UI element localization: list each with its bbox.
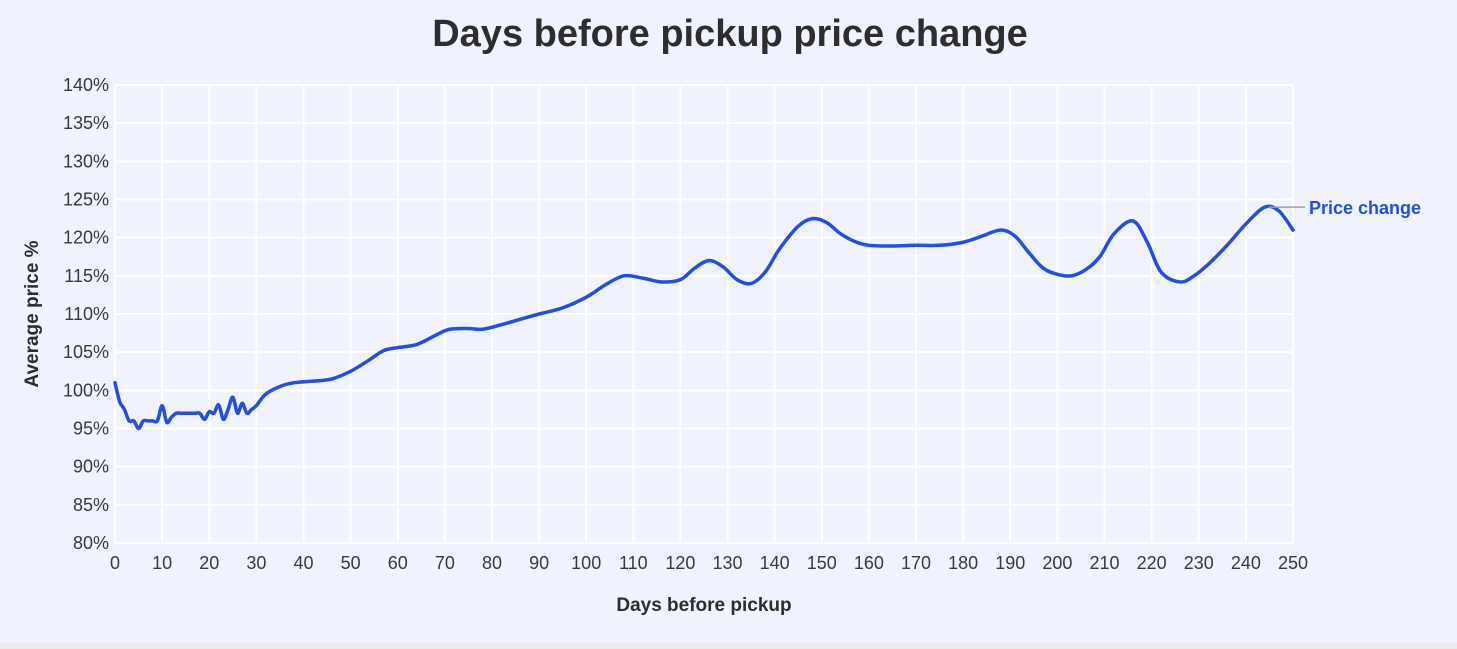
x-tick-label: 230 bbox=[1184, 553, 1214, 573]
x-tick-label: 40 bbox=[293, 553, 313, 573]
series-label: Price change bbox=[1309, 198, 1421, 218]
x-tick-label: 120 bbox=[665, 553, 695, 573]
chart-title: Days before pickup price change bbox=[432, 13, 1028, 55]
x-tick-label: 50 bbox=[341, 553, 361, 573]
y-tick-label: 80% bbox=[73, 533, 109, 553]
y-tick-label: 120% bbox=[63, 228, 109, 248]
x-tick-label: 220 bbox=[1137, 553, 1167, 573]
y-tick-label: 135% bbox=[63, 113, 109, 133]
y-tick-label: 130% bbox=[63, 151, 109, 171]
x-tick-label: 20 bbox=[199, 553, 219, 573]
x-tick-label: 10 bbox=[152, 553, 172, 573]
x-tick-label: 90 bbox=[529, 553, 549, 573]
y-tick-label: 85% bbox=[73, 495, 109, 515]
x-tick-label: 140 bbox=[760, 553, 790, 573]
y-tick-label: 95% bbox=[73, 419, 109, 439]
x-tick-label: 130 bbox=[713, 553, 743, 573]
x-tick-label: 60 bbox=[388, 553, 408, 573]
x-tick-label: 160 bbox=[854, 553, 884, 573]
y-axis-title: Average price % bbox=[22, 240, 43, 387]
x-tick-label: 180 bbox=[948, 553, 978, 573]
x-tick-label: 170 bbox=[901, 553, 931, 573]
y-tick-label: 115% bbox=[64, 266, 109, 286]
series-line bbox=[113, 204, 1295, 431]
series-lines bbox=[113, 204, 1295, 431]
y-tick-label: 100% bbox=[63, 380, 109, 400]
x-tick-label: 240 bbox=[1231, 553, 1261, 573]
y-tick-label: 110% bbox=[64, 304, 109, 324]
y-tick-label: 105% bbox=[63, 342, 109, 362]
x-axis-title: Days before pickup bbox=[616, 595, 791, 616]
x-tick-label: 150 bbox=[807, 553, 837, 573]
y-tick-label: 140% bbox=[63, 75, 109, 95]
x-axis-ticks: 0 10 20 30 40 50 60 70 80 90 100 110 120 130 140 150 160… bbox=[110, 553, 1308, 573]
y-tick-label: 90% bbox=[73, 457, 109, 477]
x-tick-label: 250 bbox=[1278, 553, 1308, 573]
x-tick-label: 110 bbox=[619, 553, 648, 573]
bottom-strip bbox=[0, 643, 1457, 649]
x-tick-label: 100 bbox=[571, 553, 601, 573]
x-tick-label: 200 bbox=[1042, 553, 1072, 573]
x-tick-label: 0 bbox=[110, 553, 120, 573]
x-tick-label: 210 bbox=[1089, 553, 1119, 573]
series-labels: Price change bbox=[1268, 198, 1421, 218]
x-tick-label: 30 bbox=[246, 553, 266, 573]
y-axis-ticks: 80% 85% 90% 95% 100% 105% 110% 115% 120% 125% 130%… bbox=[63, 75, 109, 553]
x-tick-label: 80 bbox=[482, 553, 502, 573]
y-tick-label: 125% bbox=[63, 190, 109, 210]
x-tick-label: 190 bbox=[995, 553, 1025, 573]
x-tick-label: 70 bbox=[435, 553, 455, 573]
